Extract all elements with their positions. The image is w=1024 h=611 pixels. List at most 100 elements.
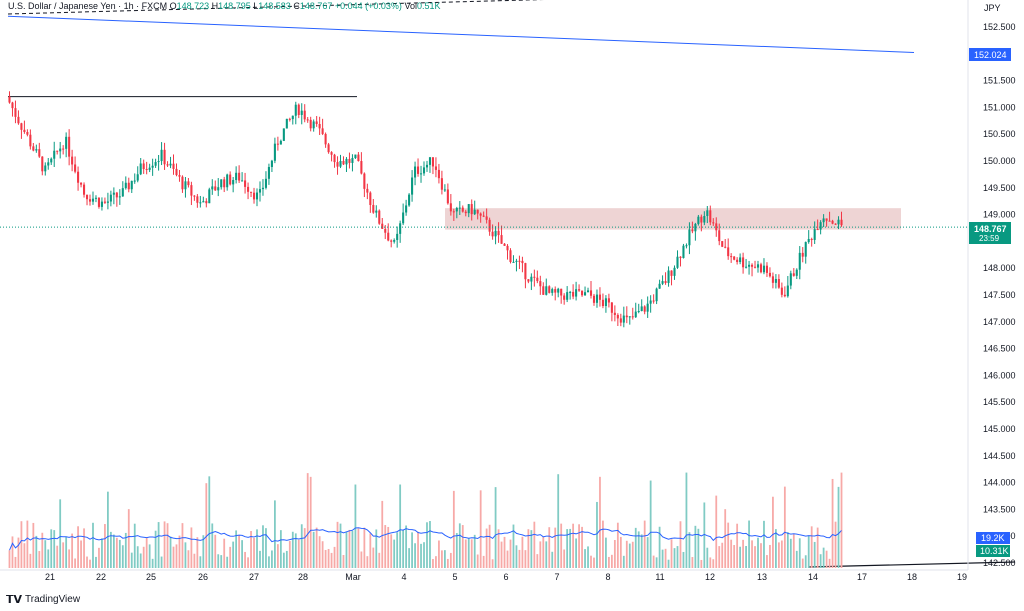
volume-bar: [244, 551, 246, 568]
candle-body: [142, 163, 145, 170]
volume-bar: [89, 559, 91, 568]
candle-body: [77, 171, 80, 183]
candle-body: [461, 207, 464, 212]
volume-bar: [685, 472, 688, 568]
volume-bar: [121, 545, 124, 568]
volume-bar: [360, 551, 363, 568]
volume-bar: [357, 528, 360, 568]
volume-bar: [628, 543, 631, 568]
candle-body: [65, 136, 68, 149]
candle-body: [604, 298, 607, 307]
candle-body: [112, 192, 115, 195]
volume-bar: [709, 557, 712, 568]
volume-bar: [557, 474, 560, 568]
candle-body: [804, 242, 807, 257]
candle-body: [151, 165, 154, 168]
volume-bar: [569, 528, 572, 568]
candle-body: [813, 229, 816, 240]
volume-bar: [715, 495, 718, 568]
candle-body: [354, 154, 357, 159]
candle-body: [294, 104, 297, 116]
candle-body: [560, 288, 563, 296]
candle-body: [115, 192, 118, 198]
volume-bar: [166, 523, 169, 568]
volume-bar: [539, 541, 542, 568]
volume-bar: [458, 523, 461, 568]
volume-bar: [634, 527, 637, 568]
volume-bar: [68, 549, 71, 568]
candle-body: [655, 288, 658, 302]
candle-body: [121, 188, 124, 197]
volume-bar: [605, 537, 607, 568]
volume-ma-label-bg: [976, 532, 1010, 544]
volume-bar: [599, 476, 601, 568]
volume-bar: [160, 556, 163, 568]
volume-bar: [608, 556, 610, 568]
candles: [8, 91, 843, 328]
volume-bar: [253, 538, 255, 568]
volume-bar: [59, 499, 62, 568]
candle-body: [798, 252, 801, 270]
volume-bar: [807, 535, 810, 568]
volume-bar: [566, 529, 569, 568]
volume-bar: [763, 520, 765, 568]
price-tick-label: 148.000: [983, 263, 1016, 273]
open-value: 148.723: [176, 1, 210, 11]
volume-bar: [733, 545, 736, 568]
volume-bar: [610, 554, 613, 568]
volume-bar: [670, 539, 673, 568]
volume-bar: [115, 537, 118, 568]
candle-body: [616, 314, 619, 319]
volume-bar: [190, 527, 193, 568]
volume-bar: [71, 533, 74, 568]
volume-bar: [518, 549, 521, 568]
volume-bar: [646, 537, 649, 568]
volume-bar: [667, 559, 670, 568]
volume-bar: [20, 521, 23, 568]
volume-bar: [265, 528, 267, 568]
candle-body: [217, 187, 220, 191]
volume-bar: [214, 534, 217, 568]
tradingview-logo[interactable]: 𝗧𝗩 TradingView: [6, 593, 80, 606]
volume-bar: [250, 531, 252, 568]
close-value: 148.767: [299, 1, 333, 11]
volume-label: 10.31K: [980, 546, 1009, 556]
candle-body: [160, 149, 163, 162]
candle-body: [584, 292, 587, 296]
volume-bar: [536, 554, 539, 568]
candle-body: [178, 175, 181, 177]
candle-body: [652, 300, 655, 302]
volume-bar: [363, 527, 366, 568]
price-tick-label: 143.500: [983, 504, 1016, 514]
volume-bar: [542, 536, 545, 568]
symbol-legend[interactable]: U.S. Dollar / Japanese Yen · 1h · FXCM O…: [8, 1, 441, 11]
volume-bar: [56, 545, 59, 568]
candle-body: [360, 161, 363, 174]
candle-body: [715, 223, 718, 231]
volume-bar: [438, 540, 440, 568]
volume-bar: [804, 555, 807, 568]
candle-body: [402, 212, 405, 224]
candle-body: [610, 302, 613, 313]
volume-bar: [148, 544, 151, 568]
candle-body: [569, 291, 572, 293]
candle-body: [592, 295, 596, 303]
volume-bar: [724, 509, 727, 568]
volume-bar: [300, 524, 303, 568]
candle-body: [124, 182, 127, 189]
candle-body: [658, 283, 661, 289]
price-axis[interactable]: 152.500 151.500 151.000 150.500 150.000 149.5…: [983, 22, 1016, 568]
time-axis[interactable]: 21 22 25 26 27 28 Mar 4 5 6 7 8 11 12 13 14 17 18 19: [45, 572, 967, 582]
candle-body: [703, 216, 706, 223]
volume-bar: [127, 509, 130, 568]
time-tick-label: 8: [605, 572, 610, 582]
candle-body: [643, 306, 646, 312]
volume-bar: [494, 487, 497, 568]
candle-body: [500, 235, 503, 244]
candle-body: [419, 173, 423, 175]
volume-bar: [133, 523, 136, 568]
volume-bar: [476, 554, 479, 568]
candle-body: [771, 276, 774, 283]
candle-body: [709, 210, 712, 223]
